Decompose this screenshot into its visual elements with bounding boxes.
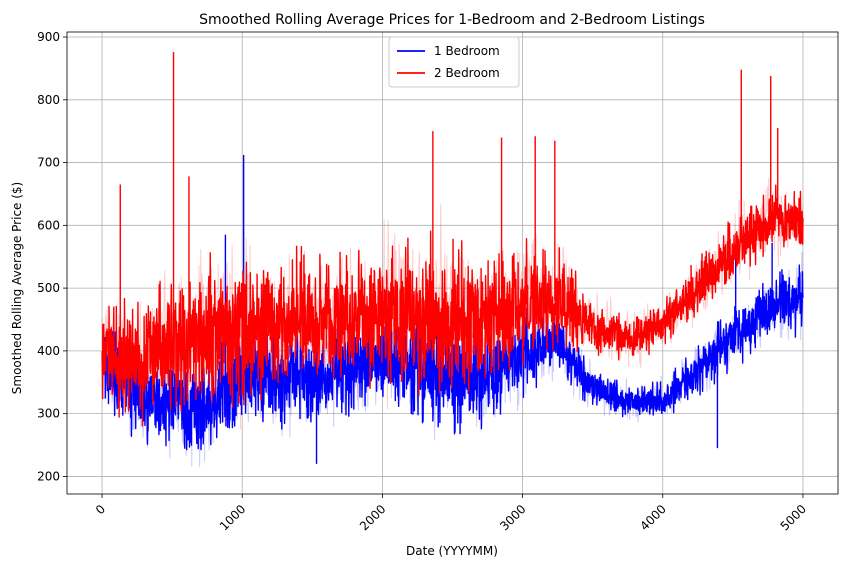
y-tick-label: 900 xyxy=(37,30,60,44)
plot-frame xyxy=(66,31,839,495)
legend-box xyxy=(388,36,520,88)
y-tick-label: 400 xyxy=(37,344,60,358)
x-axis-title: Date (YYYYMM) xyxy=(406,544,498,558)
series-line-2-bedroom xyxy=(101,52,804,427)
chart-title: Smoothed Rolling Average Prices for 1-Be… xyxy=(199,12,705,28)
y-tick-label: 600 xyxy=(37,218,60,232)
y-tick-label: 500 xyxy=(37,281,60,295)
legend-label-2-bedroom: 2 Bedroom xyxy=(434,66,500,80)
y-axis-title: Smoothed Rolling Average Price ($) xyxy=(10,182,24,394)
y-tick-label: 700 xyxy=(37,156,60,170)
y-tick-label: 300 xyxy=(37,407,60,421)
y-tick-label: 200 xyxy=(37,469,60,483)
smoothed-series-layer xyxy=(101,52,804,464)
y-tick-label: 800 xyxy=(37,93,60,107)
legend-label-1-bedroom: 1 Bedroom xyxy=(434,44,500,58)
legend: 1 Bedroom 2 Bedroom xyxy=(388,36,520,88)
y-axis: 200 300 400 500 600 700 800 900 xyxy=(37,30,67,483)
